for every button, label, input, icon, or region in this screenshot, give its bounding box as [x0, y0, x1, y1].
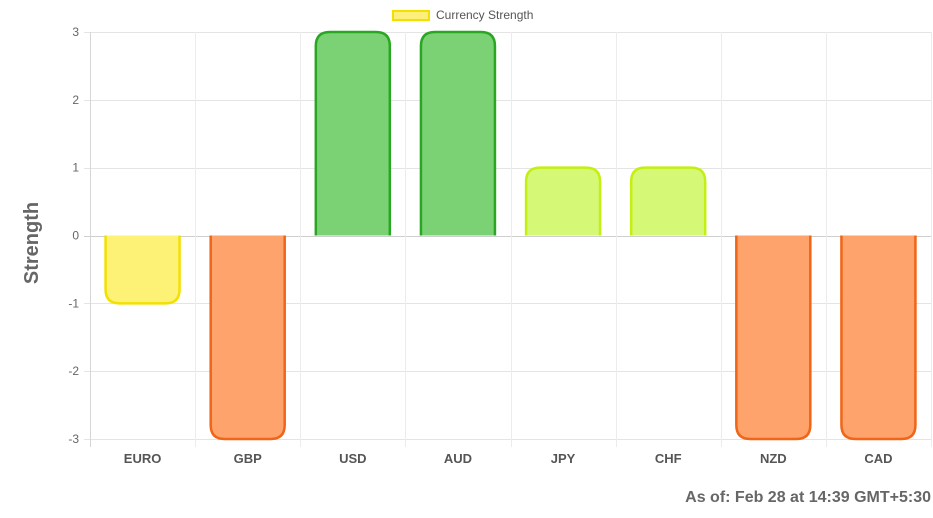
y-tick-label: -1: [68, 296, 79, 310]
x-tick-label: CAD: [864, 451, 892, 466]
x-tick-label: EURO: [124, 451, 162, 466]
bar-chf[interactable]: [631, 168, 705, 236]
y-tick-label: 1: [72, 161, 79, 175]
bar-usd[interactable]: [316, 32, 390, 236]
y-tick-label: -3: [68, 432, 79, 446]
y-tick-label: -2: [68, 364, 79, 378]
y-tick-label: 2: [72, 93, 79, 107]
legend-swatch: [392, 10, 430, 21]
as-of-timestamp: As of: Feb 28 at 14:39 GMT+5:30: [685, 489, 931, 507]
x-tick-label: USD: [339, 451, 366, 466]
legend-label: Currency Strength: [436, 8, 533, 22]
y-tick-labels: 3 2 1 0 -1 -2 -3: [68, 25, 79, 446]
y-tick-label: 0: [72, 229, 79, 243]
bar-nzd[interactable]: [736, 236, 810, 440]
bars: [106, 32, 916, 439]
x-tick-label: NZD: [760, 451, 787, 466]
legend[interactable]: Currency Strength: [392, 7, 533, 23]
y-axis-label: Strength: [21, 202, 43, 284]
x-tick-label: GBP: [234, 451, 263, 466]
bar-gbp[interactable]: [211, 236, 285, 440]
x-tick-label: AUD: [444, 451, 472, 466]
x-tick-label: JPY: [551, 451, 576, 466]
bar-cad[interactable]: [841, 236, 915, 440]
x-tick-label: CHF: [655, 451, 682, 466]
bar-aud[interactable]: [421, 32, 495, 236]
x-tick-labels: EURO GBP USD AUD JPY CHF NZD CAD: [124, 451, 893, 466]
bar-euro[interactable]: [106, 236, 180, 304]
bar-jpy[interactable]: [526, 168, 600, 236]
y-tick-label: 3: [72, 25, 79, 39]
